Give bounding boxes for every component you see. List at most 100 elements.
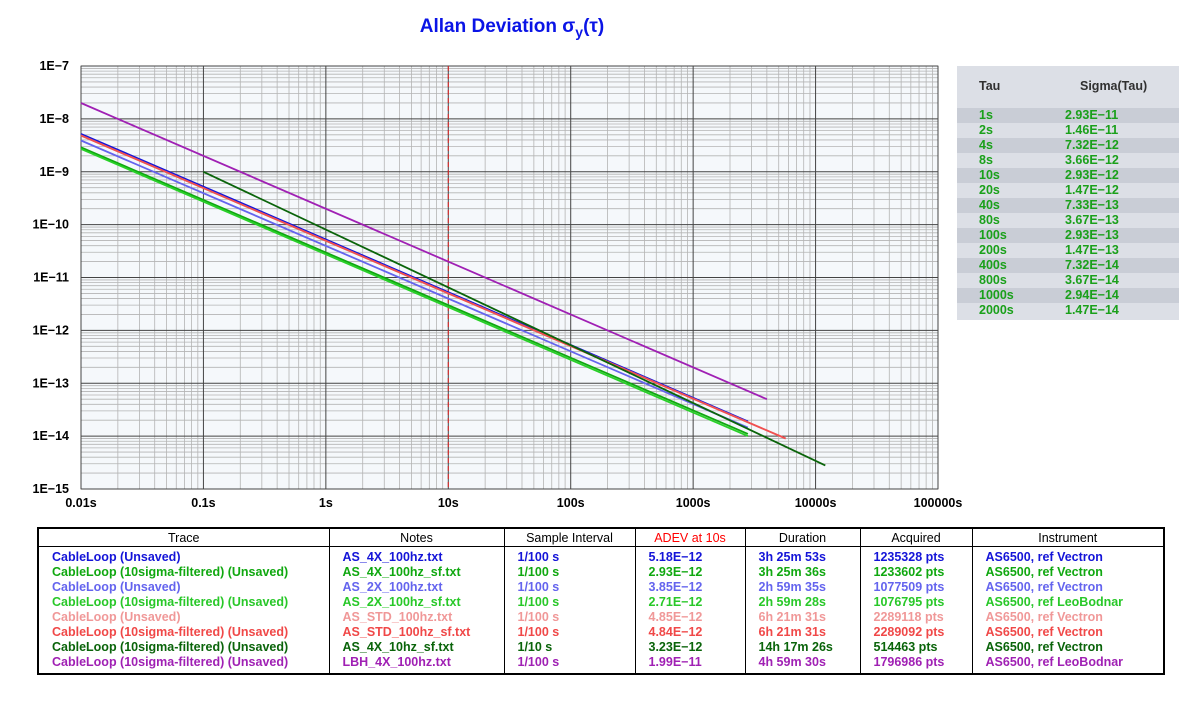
x-tick-label: 0.01s [65, 496, 96, 510]
legend-row: CableLoop (10sigma-filtered) (Unsaved) AS… [39, 625, 1163, 640]
legend-row: CableLoop (Unsaved) AS_4X_100hz.txt 1/100 … [39, 546, 1163, 565]
tau-value: 10s [979, 168, 1000, 182]
tau-value: 400s [979, 258, 1007, 272]
y-tick-label: 1E−14 [33, 429, 70, 443]
tau-row: 40s 7.33E−13 [957, 198, 1179, 213]
notes-header: Notes [328, 529, 504, 547]
y-tick-label: 1E−7 [39, 59, 69, 73]
series-line-3 [80, 139, 749, 429]
sigma-value: 1.47E−12 [1065, 183, 1119, 197]
y-tick-label: 1E−15 [33, 482, 70, 496]
legend-instrument: AS6500, ref Vectron [971, 546, 1163, 565]
legend-instrument: AS6500, ref Vectron [971, 625, 1163, 640]
x-tick-label: 1s [319, 496, 333, 510]
chart-title-end: (τ) [583, 16, 605, 37]
sigma-value: 3.66E−12 [1065, 153, 1119, 167]
chart-title-subscript: y [575, 23, 584, 40]
trace-legend-table: Trace Notes Sample Interval ADEV at 10s Dura… [37, 527, 1165, 675]
interval-header: Sample Interval [503, 529, 635, 547]
legend-instrument: AS6500, ref LeoBodnar [971, 655, 1163, 673]
sigma-value: 7.32E−12 [1065, 138, 1119, 152]
sigma-value: 7.33E−13 [1065, 198, 1119, 212]
legend-instrument: AS6500, ref Vectron [971, 640, 1163, 655]
legend-acquired: 1076795 pts [859, 595, 972, 610]
legend-row: CableLoop (10sigma-filtered) (Unsaved) AS… [39, 640, 1163, 655]
y-tick-label: 1E−13 [33, 376, 70, 390]
tau-value: 20s [979, 183, 1000, 197]
acquired-header: Acquired [859, 529, 972, 547]
legend-notes: AS_2X_100hz_sf.txt [328, 595, 504, 610]
legend-adev: 5.18E−12 [634, 546, 745, 565]
tau-row: 200s 1.47E−13 [957, 243, 1179, 258]
tau-row: 80s 3.67E−13 [957, 213, 1179, 228]
legend-interval: 1/100 s [503, 625, 635, 640]
duration-header: Duration [744, 529, 860, 547]
legend-interval: 1/100 s [503, 580, 635, 595]
tau-row: 20s 1.47E−12 [957, 183, 1179, 198]
legend-row: CableLoop (10sigma-filtered) (Unsaved) AS… [39, 595, 1163, 610]
series-line-8 [80, 102, 768, 401]
legend-trace: CableLoop (10sigma-filtered) (Unsaved) [52, 625, 289, 639]
legend-interval: 1/100 s [503, 595, 635, 610]
legend-acquired: 2289118 pts [859, 610, 972, 625]
legend-row: CableLoop (Unsaved) AS_2X_100hz.txt 1/100 … [39, 580, 1163, 595]
legend-interval: 1/100 s [503, 546, 635, 565]
legend-duration: 3h 25m 53s [744, 546, 860, 565]
tau-row: 10s 2.93E−12 [957, 168, 1179, 183]
legend-duration: 2h 59m 35s [744, 580, 860, 595]
legend-acquired: 1077509 pts [859, 580, 972, 595]
legend-notes: AS_4X_10hz_sf.txt [328, 640, 504, 655]
sigma-value: 2.93E−11 [1065, 108, 1119, 122]
y-tick-label: 1E−12 [33, 323, 70, 337]
adev-header: ADEV at 10s [634, 529, 745, 547]
x-tick-label: 1000s [676, 496, 711, 510]
legend-acquired: 1233602 pts [859, 565, 972, 580]
legend-instrument: AS6500, ref Vectron [971, 580, 1163, 595]
tau-value: 200s [979, 243, 1007, 257]
legend-trace: CableLoop (10sigma-filtered) (Unsaved) [52, 595, 289, 609]
legend-instrument: AS6500, ref Vectron [971, 565, 1163, 580]
tau-rows: 1s 2.93E−11 2s 1.46E−11 4s 7.32E−12 8s 3.66E−12… [957, 108, 1179, 318]
tau-row: 2s 1.46E−11 [957, 123, 1179, 138]
legend-instrument: AS6500, ref LeoBodnar [971, 595, 1163, 610]
y-tick-label: 1E−10 [33, 218, 70, 232]
tau-value: 1s [979, 108, 993, 122]
x-tick-label: 100s [557, 496, 585, 510]
x-tick-label: 10s [438, 496, 459, 510]
legend-interval: 1/100 s [503, 565, 635, 580]
trace-header: Trace [39, 529, 329, 547]
y-tick-label: 1E−11 [33, 271, 69, 285]
adev-plot: 0.01s 0.1s 1s 10s 100s 1000s 10000s 100000s 1E−… [33, 59, 963, 510]
tau-value: 2000s [979, 303, 1014, 317]
sigma-value: 1.47E−14 [1065, 303, 1119, 317]
tau-row: 100s 2.93E−13 [957, 228, 1179, 243]
x-tick-label: 0.1s [191, 496, 215, 510]
tau-row: 8s 3.66E−12 [957, 153, 1179, 168]
series-line-2 [80, 146, 749, 435]
legend-notes: AS_STD_100hz_sf.txt [328, 625, 504, 640]
legend-interval: 1/100 s [503, 655, 635, 673]
legend-interval: 1/100 s [503, 610, 635, 625]
legend-adev: 3.85E−12 [634, 580, 745, 595]
y-tick-label: 1E−9 [39, 165, 69, 179]
tau-sigma-panel: Tau Sigma(Tau) 1s 2.93E−11 2s 1.46E−11 4s 7.3… [957, 66, 1179, 320]
sigma-value: 3.67E−13 [1065, 213, 1119, 227]
sigma-value: 1.47E−13 [1065, 243, 1119, 257]
tau-value: 100s [979, 228, 1007, 242]
legend-trace: CableLoop (10sigma-filtered) (Unsaved) [52, 655, 289, 669]
legend-acquired: 1796986 pts [859, 655, 972, 673]
legend-instrument: AS6500, ref Vectron [971, 610, 1163, 625]
tau-value: 8s [979, 153, 993, 167]
legend-trace: CableLoop (Unsaved) [52, 610, 181, 624]
sigma-value: 2.93E−12 [1065, 168, 1119, 182]
legend-duration: 4h 59m 30s [744, 655, 860, 673]
legend-notes: AS_4X_100hz.txt [328, 546, 504, 565]
legend-adev: 2.93E−12 [634, 565, 745, 580]
legend-trace: CableLoop (Unsaved) [52, 580, 181, 594]
tau-value: 2s [979, 123, 993, 137]
legend-adev: 3.23E−12 [634, 640, 745, 655]
legend-duration: 14h 17m 26s [744, 640, 860, 655]
sigma-value: 1.46E−11 [1065, 123, 1119, 137]
tau-value: 4s [979, 138, 993, 152]
tau-row: 1000s 2.94E−14 [957, 288, 1179, 303]
